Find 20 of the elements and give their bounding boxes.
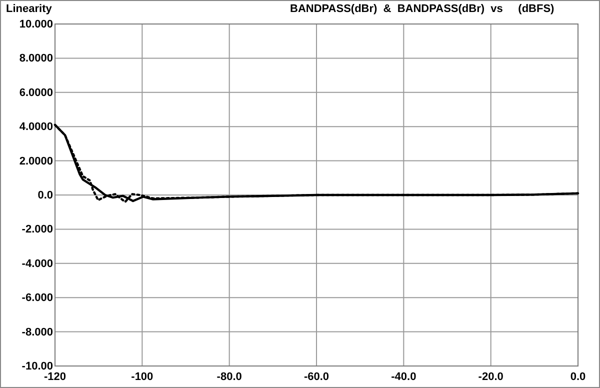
y-tick-label: -2.000 xyxy=(22,224,53,236)
x-tick-label: 0.0 xyxy=(570,370,586,383)
y-tick-label: 2.0000 xyxy=(19,155,53,168)
x-tick-label: -120 xyxy=(44,370,66,383)
y-tick-label: 8.0000 xyxy=(19,52,53,65)
chart-title: Linearity xyxy=(6,3,53,15)
y-tick-label: 10.000 xyxy=(19,18,53,31)
x-tick-label: -100 xyxy=(131,370,154,383)
y-tick-label: 6.0000 xyxy=(19,86,53,99)
x-tick-label: -20.0 xyxy=(478,370,504,383)
y-tick-label: -6.000 xyxy=(22,292,53,304)
x-tick-label: -40.0 xyxy=(391,370,416,383)
y-tick-label: -8.000 xyxy=(22,326,53,338)
y-tick-label: 0.0 xyxy=(38,190,53,202)
y-tick-label: -4.000 xyxy=(22,258,53,270)
y-tick-label: 4.0000 xyxy=(19,121,53,134)
chart-subtitle: BANDPASS(dBr) & BANDPASS(dBr) vs (dBFS) xyxy=(290,3,555,15)
x-tick-label: -80.0 xyxy=(216,370,242,383)
x-tick-label: -60.0 xyxy=(304,370,330,383)
y-tick-label: -10.00 xyxy=(22,360,53,373)
